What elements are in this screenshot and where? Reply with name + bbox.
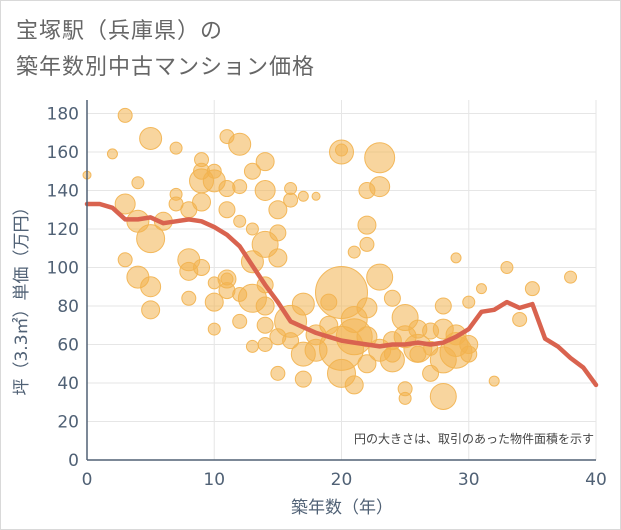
chart-title-line-1: 宝塚駅（兵庫県）の bbox=[16, 19, 224, 44]
data-bubble bbox=[232, 313, 248, 329]
data-bubble bbox=[364, 142, 396, 174]
data-bubble bbox=[359, 236, 375, 252]
data-bubble bbox=[204, 292, 224, 312]
data-bubble bbox=[218, 201, 236, 219]
data-bubble bbox=[403, 333, 433, 363]
data-bubble bbox=[207, 322, 221, 336]
data-bubble bbox=[335, 143, 348, 157]
data-bubble bbox=[500, 260, 514, 274]
y-axis-title: 坪（3.3㎡）単価（万円） bbox=[12, 198, 32, 395]
data-bubble bbox=[524, 281, 540, 297]
data-bubble bbox=[141, 300, 161, 320]
data-bubble bbox=[291, 292, 315, 316]
data-bubble bbox=[366, 263, 394, 291]
data-bubble bbox=[254, 179, 276, 201]
x-tick-label: 0 bbox=[82, 470, 93, 490]
y-tick-label: 40 bbox=[57, 374, 79, 394]
data-bubble bbox=[256, 316, 274, 334]
data-bubble bbox=[369, 176, 391, 198]
data-bubble bbox=[136, 224, 166, 254]
data-bubble bbox=[245, 339, 259, 353]
data-bubble bbox=[192, 192, 212, 212]
y-tick-label: 60 bbox=[57, 335, 79, 355]
data-bubble bbox=[311, 191, 321, 201]
data-bubble bbox=[193, 258, 211, 276]
average-line-layer bbox=[84, 201, 599, 388]
data-bubble bbox=[232, 179, 248, 195]
y-tick-label: 0 bbox=[68, 451, 79, 471]
data-bubble bbox=[233, 214, 247, 228]
y-tick-label: 140 bbox=[47, 181, 79, 201]
data-bubble bbox=[450, 252, 462, 264]
data-bubble bbox=[268, 248, 288, 268]
chart-title: 宝塚駅（兵庫県）の 築年数別中古マンション価格 bbox=[16, 14, 315, 86]
x-tick-label: 30 bbox=[458, 470, 480, 490]
x-tick-label: 40 bbox=[585, 470, 607, 490]
data-bubble bbox=[422, 364, 440, 382]
data-bubble bbox=[347, 245, 361, 259]
data-bubble bbox=[475, 283, 487, 295]
data-bubble bbox=[356, 297, 378, 319]
data-bubble bbox=[512, 311, 528, 327]
data-bubble bbox=[117, 107, 133, 123]
data-bubble bbox=[257, 336, 273, 352]
data-bubble bbox=[294, 370, 312, 388]
y-tick-label: 80 bbox=[57, 297, 79, 317]
y-tick-label: 120 bbox=[47, 220, 79, 240]
data-bubble bbox=[383, 345, 401, 363]
chart-title-line-2: 築年数別中古マンション価格 bbox=[16, 55, 316, 80]
data-bubble bbox=[344, 375, 364, 395]
data-bubble bbox=[245, 222, 259, 236]
y-tick-label: 160 bbox=[47, 143, 79, 163]
data-bubble bbox=[217, 269, 237, 289]
data-bubble bbox=[357, 354, 377, 374]
data-bubble bbox=[181, 290, 197, 306]
data-bubble bbox=[139, 127, 163, 151]
data-bubble bbox=[255, 152, 275, 172]
data-bubble bbox=[564, 270, 578, 284]
y-tick-label: 20 bbox=[57, 412, 79, 432]
data-bubble bbox=[169, 141, 183, 155]
data-bubble bbox=[297, 190, 309, 202]
data-bubble bbox=[434, 297, 452, 315]
data-bubble bbox=[488, 375, 500, 387]
y-tick-label: 180 bbox=[47, 104, 79, 124]
x-axis-title: 築年数（年） bbox=[291, 498, 393, 518]
axes: 0 20 40 60 80 100 120 140 160 180 0 10 20 30 40 bbox=[47, 100, 607, 490]
data-bubble bbox=[140, 276, 162, 298]
x-tick-label: 10 bbox=[203, 470, 225, 490]
x-tick-label: 20 bbox=[331, 470, 353, 490]
data-bubble bbox=[462, 295, 476, 309]
data-bubble bbox=[270, 365, 286, 381]
data-bubble bbox=[228, 132, 252, 156]
data-bubble bbox=[255, 296, 275, 316]
data-bubble bbox=[243, 162, 261, 180]
data-bubble bbox=[131, 176, 145, 190]
y-tick-label: 100 bbox=[47, 258, 79, 278]
data-bubble bbox=[460, 345, 478, 363]
data-bubble bbox=[114, 193, 136, 215]
data-bubble bbox=[383, 289, 401, 307]
data-bubble bbox=[429, 382, 457, 410]
data-bubble bbox=[106, 148, 118, 160]
average-price-line bbox=[84, 201, 599, 388]
data-bubble bbox=[268, 200, 288, 220]
data-bubble bbox=[269, 224, 287, 242]
data-bubble bbox=[117, 252, 133, 268]
data-bubble bbox=[357, 215, 377, 235]
bubble-size-note: 円の大きさは、取引のあった物件面積を示す bbox=[354, 431, 594, 446]
data-bubble bbox=[283, 192, 299, 208]
data-bubble bbox=[398, 391, 412, 405]
bubble-layer bbox=[82, 107, 578, 410]
